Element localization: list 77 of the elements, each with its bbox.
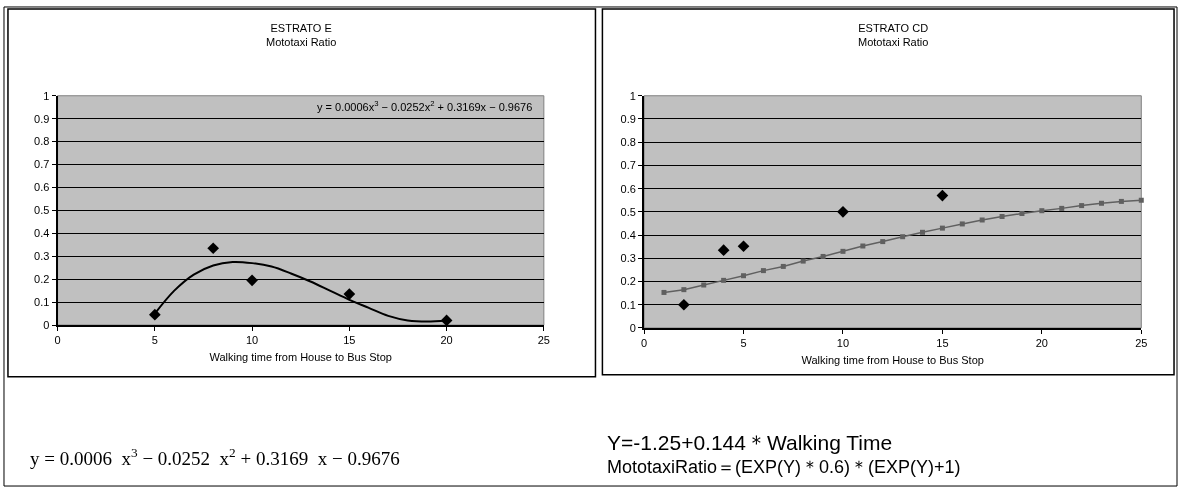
point — [737, 240, 750, 253]
y-tick-label: 0.2 — [620, 275, 636, 288]
point — [979, 217, 985, 223]
y-tick-label: 0.9 — [34, 112, 50, 125]
point — [678, 298, 690, 311]
y-tick-label: 0.4 — [34, 227, 50, 240]
annotation: y = 0.0006x$^{3}$ − 0.0252x$^{2}$ + 0.3169x − 0.9676 — [317, 99, 533, 113]
y-tick-label: 0.7 — [620, 159, 636, 172]
x-axis-title: Walking time from House to Bus Stop — [801, 353, 984, 366]
y-tick-label: 0.3 — [34, 250, 50, 263]
y-tick-label: 0.3 — [620, 252, 636, 265]
x-tick-label: 20 — [440, 334, 453, 347]
point — [721, 277, 727, 283]
x-tick-label: 10 — [836, 337, 850, 350]
point — [1079, 203, 1085, 209]
point — [860, 243, 866, 249]
point — [999, 214, 1005, 220]
y-tick-label: 0 — [629, 321, 636, 334]
x-tick-label: 15 — [343, 334, 356, 347]
x-tick-label: 0 — [54, 334, 61, 347]
y-tick-label: 0 — [43, 318, 50, 331]
chart-subtitle: Mototaxi Ratio — [858, 36, 929, 49]
chart-title: ESTRATO CD — [858, 22, 929, 34]
point — [959, 221, 965, 227]
chart-title: ESTRATO E — [270, 22, 332, 34]
point — [701, 282, 707, 288]
y-tick-label: 1 — [43, 89, 50, 102]
point — [900, 234, 906, 240]
text: Y=-1.25+0.144＊Walking Time — [607, 431, 893, 454]
chart-subtitle: Mototaxi Ratio — [266, 36, 337, 49]
point — [741, 273, 747, 279]
point — [936, 189, 949, 202]
x-tick-label: 25 — [537, 334, 550, 347]
y-tick-label: 0.8 — [34, 135, 50, 148]
y-tick-label: 0.8 — [620, 136, 636, 149]
point — [343, 288, 356, 300]
y-tick-label: 0.6 — [620, 182, 636, 195]
y-tick-label: 0.1 — [34, 295, 50, 308]
point — [1019, 210, 1025, 216]
point — [880, 239, 886, 245]
point — [939, 225, 945, 231]
y-tick-label: 0.5 — [620, 205, 636, 218]
point — [1138, 197, 1144, 203]
x-tick-label: 25 — [1135, 337, 1148, 350]
point — [760, 268, 766, 274]
point — [780, 263, 786, 269]
point — [1039, 208, 1045, 214]
y-tick-label: 0.6 — [34, 181, 50, 194]
point — [1059, 205, 1065, 211]
x-axis-title: Walking time from House to Bus Stop — [209, 350, 392, 363]
y-tick-label: 0.9 — [620, 112, 636, 125]
y-tick-label: 1 — [629, 89, 636, 102]
y-tick-label: 0.1 — [620, 298, 636, 311]
text: MototaxiRatio＝(EXP(Y)＊0.6)＊(EXP(Y)+1) — [607, 457, 961, 477]
y-tick-label: 0.7 — [34, 158, 50, 171]
point — [246, 274, 258, 287]
x-tick-label: 5 — [151, 334, 158, 347]
point — [920, 229, 926, 235]
point — [820, 253, 826, 259]
x-tick-label: 20 — [1035, 337, 1048, 350]
y-tick-label: 0.5 — [34, 204, 50, 217]
x-tick-label: 15 — [936, 337, 949, 350]
y-tick-label: 0.4 — [620, 228, 636, 241]
x-tick-label: 10 — [245, 334, 259, 347]
point — [717, 244, 730, 257]
point — [207, 242, 220, 255]
point — [1118, 198, 1124, 204]
point — [840, 248, 846, 254]
point — [800, 258, 806, 264]
point — [1099, 200, 1105, 206]
text: y = 0.0006 x$^{3}$ − 0.0252 x$^{2}$ + 0.3169 x − 0.9676 — [30, 445, 400, 469]
x-tick-label: 5 — [740, 337, 747, 350]
y-tick-label: 0.2 — [34, 273, 50, 286]
point — [837, 206, 849, 218]
x-tick-label: 0 — [641, 337, 648, 350]
point — [661, 289, 667, 295]
point — [681, 287, 687, 293]
